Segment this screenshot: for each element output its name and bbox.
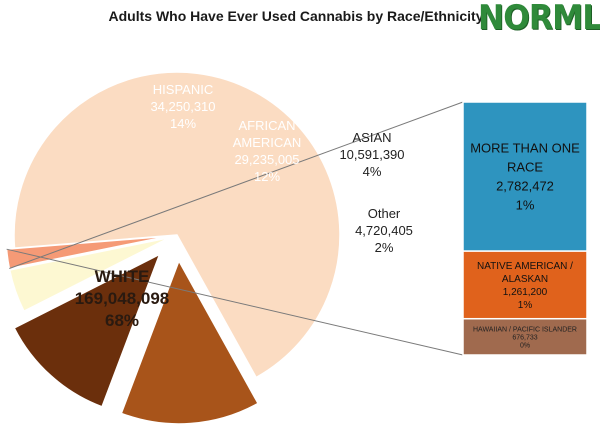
data-label-hispanic: HISPANIC 34,250,310 14% <box>150 82 215 131</box>
bar-label-native-american-alaskan: NATIVE AMERICAN / ALASKAN 1,261,200 1% <box>477 261 573 311</box>
data-label-asian: ASIAN 10,591,390 4% <box>339 130 404 179</box>
pie-slice-african-american <box>13 252 162 408</box>
bar-label-more-than-one-race: MORE THAN ONE RACE 2,782,472 1% <box>470 141 580 213</box>
bar-segment-native-american-alaskan <box>462 250 588 320</box>
data-label-african-american: AFRICAN AMERICAN 29,235,005 12% <box>233 118 302 184</box>
data-label-white: WHITE 169,048,098 68% <box>75 267 170 330</box>
pie-slice-hispanic <box>120 259 260 425</box>
connector-lines <box>6 101 464 356</box>
norml-logo: NORML <box>478 0 600 38</box>
pie-slice-asian <box>8 236 170 313</box>
connector-line-bottom <box>6 248 464 356</box>
bar-segment-hawaiian-pacific-islander <box>462 317 588 356</box>
connector-line-top <box>9 101 464 269</box>
bar-segment-more-than-one-race <box>462 101 588 252</box>
pie-slice-white <box>13 71 341 379</box>
data-labels: WHITE 169,048,098 68% HISPANIC 34,250,310 14%… <box>75 82 580 349</box>
bar-label-hawaiian-pacific-islander: HAWAIIAN / PACIFIC ISLANDER 676,733 0% <box>473 326 577 349</box>
data-label-other: Other 4,720,405 2% <box>355 206 413 255</box>
pie-slices <box>5 71 341 425</box>
other-breakdown-bar <box>462 101 588 356</box>
chart-title: Adults Who Have Ever Used Cannabis by Ra… <box>108 8 484 24</box>
